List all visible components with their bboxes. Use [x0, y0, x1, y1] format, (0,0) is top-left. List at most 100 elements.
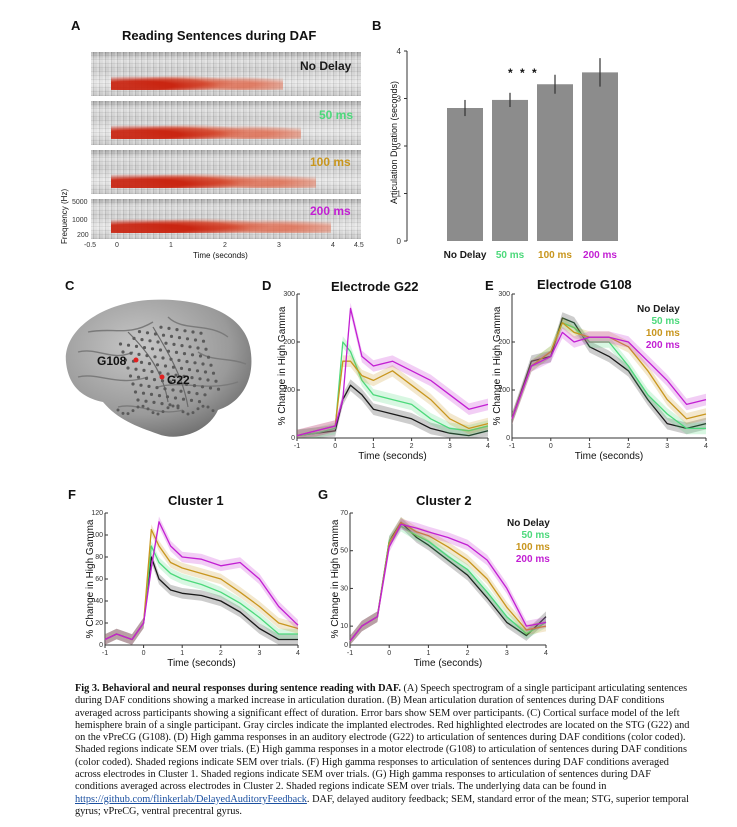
electrode — [174, 350, 179, 354]
panel-a-xtick: 2 — [223, 242, 227, 249]
x-tick-label: 2 — [626, 443, 630, 450]
electrode — [131, 409, 135, 413]
electrode — [155, 363, 160, 367]
panel-a-xlabel: Time (seconds) — [193, 251, 248, 260]
electrode — [211, 409, 215, 413]
bar-2 — [537, 84, 573, 241]
electrode — [206, 378, 210, 382]
electrode — [151, 411, 155, 415]
panel-a-letter: A — [71, 18, 81, 33]
electrode — [161, 356, 165, 360]
electrode-g22[interactable] — [159, 374, 165, 380]
spec-label-50ms: 50 ms — [319, 108, 354, 122]
electrode — [177, 336, 182, 340]
electrode — [165, 395, 170, 399]
y-tick-label: 80 — [95, 554, 103, 561]
electrode — [150, 370, 154, 374]
panel-a-ytick: 5000 — [72, 199, 88, 206]
y-tick-label: 20 — [95, 620, 103, 627]
y-tick-label: 40 — [95, 598, 103, 605]
electrode — [201, 339, 206, 343]
electrode — [139, 383, 143, 387]
electrode — [188, 345, 192, 349]
electrode — [166, 372, 170, 376]
x-tick-label: 1 — [180, 650, 184, 657]
electrode — [171, 404, 175, 408]
electrode — [156, 340, 160, 344]
y-tick-label: 2 — [397, 142, 402, 151]
electrode — [208, 386, 213, 390]
electrode — [184, 382, 189, 386]
electrode-g108[interactable] — [133, 357, 139, 363]
electrode — [174, 373, 178, 377]
panel-a-title: Reading Sentences during DAF — [122, 28, 317, 43]
panel-b-letter: B — [372, 18, 382, 33]
x-tick-label: 0 — [142, 650, 146, 657]
panel-a-ytick: 200 — [77, 232, 89, 239]
electrode — [156, 412, 160, 416]
y-tick-label: 100 — [283, 387, 295, 394]
electrode — [149, 392, 154, 396]
sem-band-2 — [297, 355, 488, 438]
electrode — [148, 339, 152, 343]
spectrogram-row — [91, 101, 361, 145]
panel-a-xtick: 0 — [115, 242, 119, 249]
electrode — [209, 363, 213, 367]
panel-a-xtick: 4.5 — [354, 242, 364, 249]
sem-band-2 — [350, 517, 546, 645]
legend-e: No Delay 50 ms 100 ms 200 ms — [637, 304, 680, 352]
electrode — [136, 398, 140, 402]
panel-a-ylabel: Frequency (Hz) — [60, 188, 69, 244]
electrode — [116, 408, 120, 412]
x-tick-label: 1 — [588, 443, 592, 450]
electrode — [129, 351, 133, 355]
y-tick-label: 10 — [340, 623, 348, 630]
electrode — [168, 380, 173, 384]
electrode — [190, 376, 194, 380]
panel-d-title: Electrode G22 — [331, 279, 419, 294]
electrode — [179, 389, 183, 393]
electrode — [195, 392, 199, 396]
y-tick-label: 0 — [291, 435, 295, 442]
x-tick-label: 1 — [371, 443, 375, 450]
spectrogram-row — [91, 199, 361, 239]
panel-g-letter: G — [318, 487, 329, 502]
electrode — [198, 354, 203, 358]
legend-g: No Delay 50 ms 100 ms 200 ms — [507, 518, 550, 566]
electrode — [171, 365, 176, 369]
legend-50ms: 50 ms — [521, 530, 550, 541]
electrode — [153, 332, 158, 336]
y-axis-label: % Change in High Gamma — [330, 519, 341, 638]
electrode — [126, 343, 131, 347]
electrode — [182, 374, 186, 378]
electrode — [121, 350, 125, 354]
electrode — [163, 387, 167, 391]
sem-band-0 — [297, 379, 488, 438]
sem-band-0 — [105, 551, 298, 645]
panel-a-xtick: 1 — [169, 242, 173, 249]
bar-3 — [582, 72, 618, 241]
electrode — [176, 381, 181, 385]
y-tick-label: 300 — [498, 291, 510, 298]
y-tick-label: 60 — [95, 576, 103, 583]
legend-200ms: 200 ms — [645, 340, 680, 351]
panel-b-chart: 0 1 2 3 4 No Delay 50 ms 100 ms 200 ms — [397, 47, 618, 261]
x-axis-label: Time (seconds) — [575, 451, 644, 462]
electrode — [141, 391, 146, 395]
data-link[interactable]: https://github.com/flinkerlab/DelayedAud… — [75, 793, 307, 805]
electrode — [192, 384, 197, 388]
electrode — [190, 353, 195, 357]
electrode — [181, 410, 185, 414]
electrode — [137, 330, 142, 334]
series-line-3 — [511, 331, 707, 420]
sem-band-2 — [512, 317, 706, 425]
electrode — [198, 377, 202, 381]
legend-nodelay: No Delay — [637, 304, 680, 315]
electrode — [144, 376, 149, 380]
y-tick-label: 30 — [340, 585, 348, 592]
panel-g-title: Cluster 2 — [416, 493, 472, 508]
x-tick-label: -1 — [294, 443, 300, 450]
electrode — [181, 397, 186, 401]
